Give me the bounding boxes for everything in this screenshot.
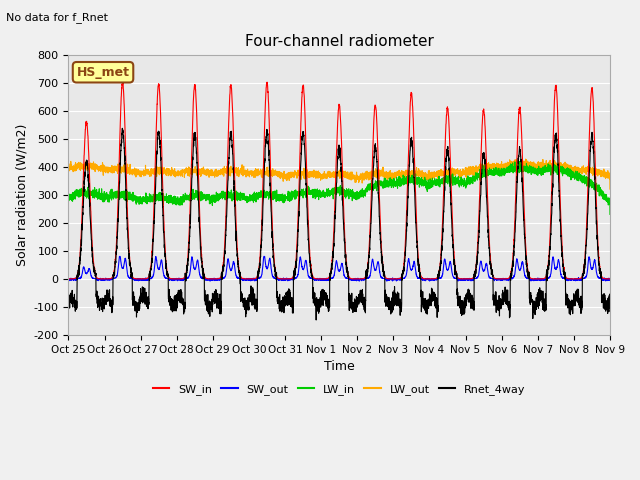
Text: No data for f_Rnet: No data for f_Rnet: [6, 12, 108, 23]
SW_in: [492, 276, 499, 281]
Rnet_4way: [118, 125, 126, 131]
SW_in: [319, 276, 327, 282]
LW_out: [319, 173, 326, 179]
LW_in: [606, 212, 614, 217]
LW_out: [162, 168, 170, 173]
Rnet_4way: [65, 293, 72, 299]
Y-axis label: Solar radiation (W/m2): Solar radiation (W/m2): [15, 123, 28, 266]
LW_out: [522, 156, 529, 162]
LW_out: [431, 169, 438, 175]
SW_in: [606, 276, 614, 282]
Rnet_4way: [312, 317, 320, 323]
LW_in: [65, 192, 72, 198]
SW_in: [605, 276, 613, 282]
Text: HS_met: HS_met: [77, 66, 129, 79]
X-axis label: Time: Time: [324, 360, 355, 373]
LW_out: [65, 164, 72, 170]
SW_out: [65, 276, 72, 281]
LW_in: [461, 179, 468, 184]
Rnet_4way: [461, 310, 468, 316]
SW_in: [65, 276, 72, 282]
SW_out: [206, 278, 214, 284]
Rnet_4way: [319, 301, 327, 307]
SW_out: [162, 276, 170, 281]
SW_in: [461, 276, 468, 282]
SW_out: [116, 253, 124, 259]
SW_out: [605, 277, 613, 283]
LW_in: [605, 198, 613, 204]
Line: SW_in: SW_in: [68, 82, 610, 279]
Rnet_4way: [606, 305, 614, 311]
LW_in: [162, 198, 170, 204]
SW_out: [606, 277, 614, 283]
Rnet_4way: [431, 303, 438, 309]
Line: LW_out: LW_out: [68, 159, 610, 189]
SW_in: [119, 79, 127, 85]
Rnet_4way: [492, 297, 499, 302]
SW_out: [431, 277, 438, 283]
SW_in: [431, 276, 438, 282]
LW_out: [606, 186, 614, 192]
SW_out: [461, 276, 468, 282]
LW_in: [492, 168, 499, 174]
LW_out: [461, 169, 468, 175]
Rnet_4way: [605, 300, 613, 306]
SW_out: [319, 276, 327, 282]
LW_in: [431, 178, 438, 183]
LW_in: [319, 192, 326, 198]
LW_out: [492, 165, 499, 170]
Line: LW_in: LW_in: [68, 161, 610, 215]
Legend: SW_in, SW_out, LW_in, LW_out, Rnet_4way: SW_in, SW_out, LW_in, LW_out, Rnet_4way: [148, 380, 530, 399]
Title: Four-channel radiometer: Four-channel radiometer: [244, 34, 434, 49]
SW_in: [162, 257, 170, 263]
Line: SW_out: SW_out: [68, 256, 610, 281]
Line: Rnet_4way: Rnet_4way: [68, 128, 610, 320]
Rnet_4way: [162, 265, 170, 271]
LW_out: [605, 173, 613, 179]
LW_in: [516, 158, 524, 164]
SW_out: [492, 276, 499, 282]
